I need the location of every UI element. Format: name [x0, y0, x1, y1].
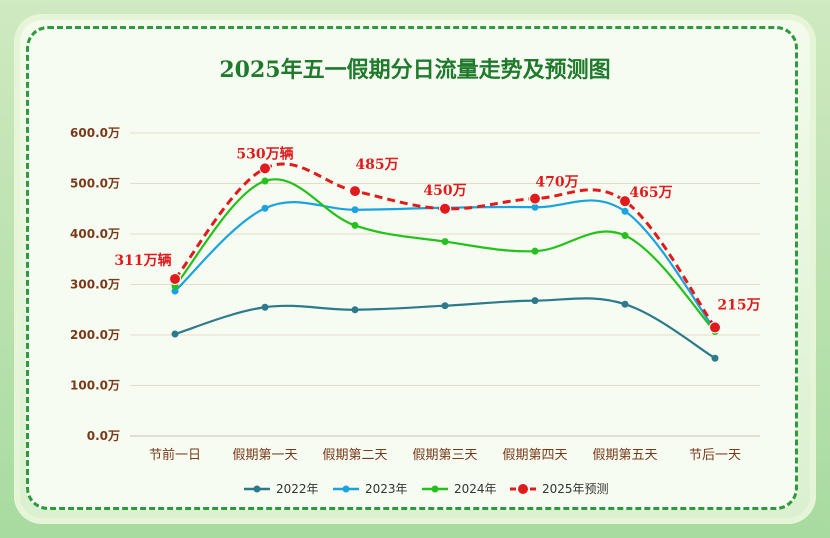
data-point: [441, 302, 449, 310]
data-point: [261, 177, 269, 185]
y-tick-label: 400.0万: [70, 227, 120, 241]
legend-marker: [342, 485, 350, 493]
legend-label: 2022年: [276, 482, 319, 496]
data-point: [349, 185, 361, 198]
data-point: [441, 238, 449, 246]
y-tick-label: 600.0万: [70, 126, 120, 140]
chart-title: 2025年五一假期分日流量走势及预测图: [219, 57, 610, 83]
x-category-label: 节后一天: [689, 448, 741, 463]
y-axis-ticks: 0.0万 100.0万 200.0万 300.0万 400.0万 500.0万 600.0万: [70, 126, 120, 443]
data-point: [619, 195, 631, 208]
x-category-label: 假期第四天: [502, 448, 567, 463]
legend-marker: [518, 484, 528, 494]
data-point: [259, 162, 271, 175]
data-point: [531, 297, 539, 305]
x-category-label: 假期第一天: [232, 448, 297, 463]
data-point: [261, 204, 269, 212]
series-2: [171, 199, 719, 334]
x-category-label: 假期第三天: [412, 448, 477, 463]
data-point: [439, 202, 451, 215]
data-point: [351, 206, 359, 214]
data-point: [709, 321, 721, 334]
x-category-label: 假期第二天: [322, 448, 387, 463]
legend-marker: [431, 485, 439, 493]
x-category-label: 节前一日: [149, 447, 201, 463]
data-point: [351, 221, 359, 229]
x-axis-categories: 节前一日 假期第一天 假期第二天 假期第三天 假期第四天 假期第五天 节后一天: [149, 447, 741, 463]
data-labels: 311万辆 530万辆 485万 450万 470万 465万 215万: [114, 145, 760, 313]
grid-lines: [130, 132, 760, 437]
series-1: [171, 297, 719, 362]
legend-label: 2025年预测: [542, 482, 609, 496]
legend-label: 2023年: [365, 482, 408, 496]
x-category-label: 假期第五天: [592, 448, 657, 463]
legend-marker: [253, 485, 261, 493]
y-tick-label: 500.0万: [70, 177, 120, 191]
legend: 2022年 2023年 2024年 2025年预测: [244, 482, 609, 496]
series-4: [169, 162, 721, 334]
data-point: [621, 232, 629, 240]
y-tick-label: 200.0万: [70, 328, 120, 342]
y-tick-label: 0.0万: [87, 429, 120, 443]
data-point: [261, 303, 269, 311]
data-point: [621, 207, 629, 215]
data-label: 215万: [717, 297, 760, 313]
data-point: [621, 300, 629, 308]
data-label: 530万辆: [236, 145, 293, 162]
series-lines: [169, 162, 721, 362]
data-point: [351, 306, 359, 314]
data-point: [171, 330, 179, 338]
chart-card: [26, 26, 798, 510]
data-label: 470万: [535, 175, 578, 191]
data-point: [531, 203, 539, 211]
data-label: 311万辆: [114, 252, 171, 269]
data-point: [169, 272, 181, 285]
data-point: [711, 354, 719, 362]
y-tick-label: 100.0万: [70, 379, 120, 393]
y-tick-label: 300.0万: [70, 278, 120, 292]
data-point: [531, 247, 539, 255]
data-label: 465万: [629, 185, 672, 201]
data-label: 450万: [423, 183, 466, 199]
data-label: 485万: [355, 157, 398, 173]
legend-label: 2024年: [454, 482, 497, 496]
data-point: [529, 192, 541, 205]
data-point: [171, 287, 179, 295]
series-line: [174, 199, 716, 331]
